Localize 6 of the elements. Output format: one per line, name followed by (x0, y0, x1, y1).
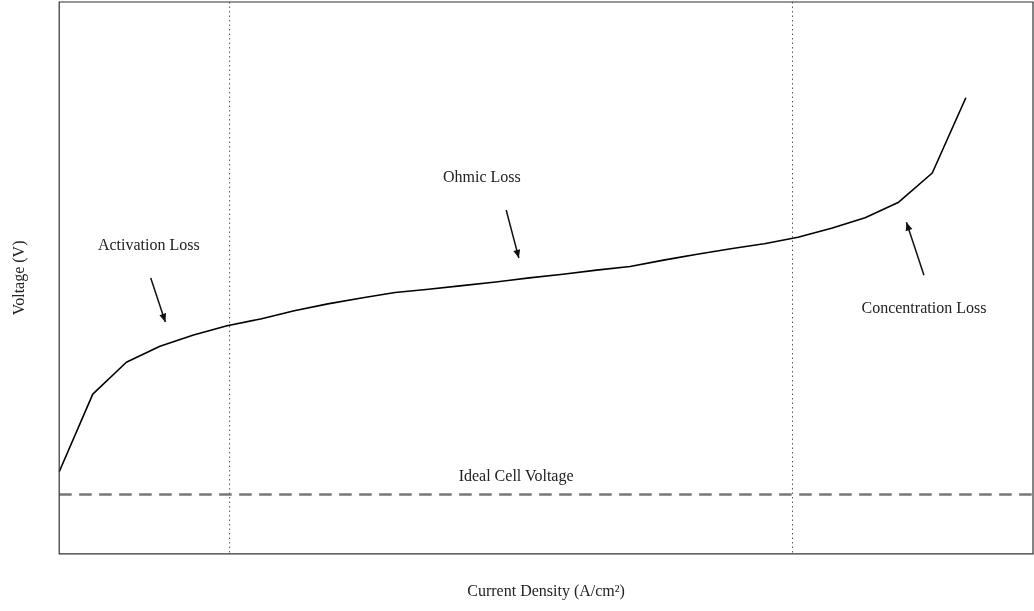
x-axis-title: Current Density (A/cm²) (467, 581, 625, 600)
y-axis-title: Voltage (V) (9, 240, 28, 316)
annotation: Activation Loss (97, 236, 200, 254)
ref-line-label: Ideal Cell Voltage (458, 466, 574, 485)
annotation: Ohmic Loss (442, 168, 521, 186)
annotation: Concentration Loss (861, 299, 987, 316)
